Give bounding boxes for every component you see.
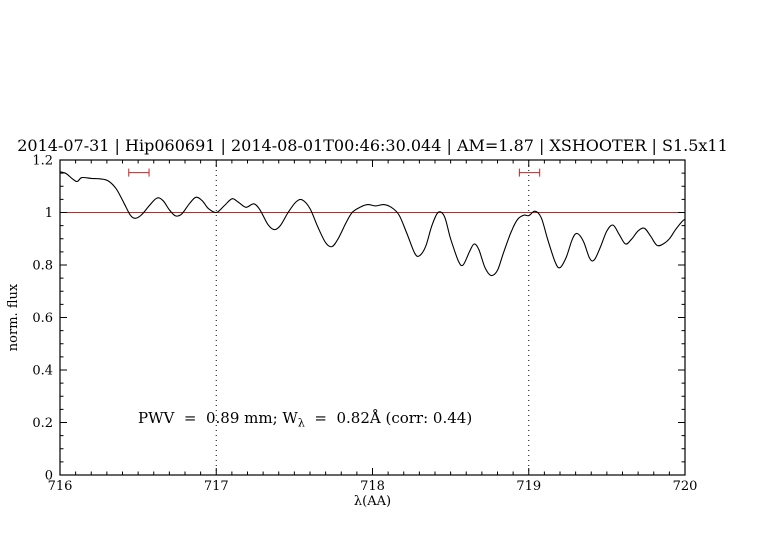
y-tick-label: 0.2 bbox=[32, 416, 53, 431]
y-tick-label: 1.2 bbox=[32, 154, 53, 169]
plot-area: 716 717 718 719 720 0 0.2 0.4 0.6 0.8 1 1.2 bbox=[32, 154, 697, 495]
annotation-subscript-lambda: λ bbox=[298, 417, 305, 430]
pwv-annotation: PWV = 0.89 mm; Wλ = 0.82Å (corr: 0.44) bbox=[138, 409, 472, 430]
annotation-suffix: = 0.82Å (corr: 0.44) bbox=[305, 409, 472, 427]
y-tick-label: 0.4 bbox=[32, 364, 53, 379]
spectrum-line bbox=[59, 171, 686, 277]
y-tick-label: 0 bbox=[45, 469, 53, 484]
y-tick-label: 1 bbox=[45, 206, 53, 221]
x-axis-label: λ(AA) bbox=[354, 494, 391, 509]
x-tick-label: 717 bbox=[204, 479, 229, 494]
x-tick-label: 716 bbox=[48, 479, 73, 494]
x-tick-label: 719 bbox=[516, 479, 541, 494]
plot-title: 2014-07-31 | Hip060691 | 2014-08-01T00:4… bbox=[17, 136, 728, 155]
y-tick-label: 0.8 bbox=[32, 259, 53, 274]
x-tick-label: 718 bbox=[360, 479, 385, 494]
annotation-prefix: PWV = 0.89 mm; W bbox=[138, 409, 298, 427]
y-axis-label: norm. flux bbox=[6, 283, 21, 351]
y-tick-label: 0.6 bbox=[32, 311, 53, 326]
x-tick-label: 720 bbox=[673, 479, 698, 494]
